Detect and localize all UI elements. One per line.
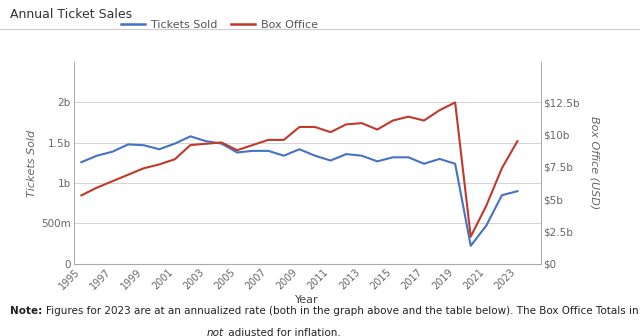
Text: Annual Ticket Sales: Annual Ticket Sales — [10, 8, 132, 22]
X-axis label: Year: Year — [296, 295, 319, 305]
Y-axis label: Box Office (USD): Box Office (USD) — [589, 116, 600, 210]
Legend: Tickets Sold, Box Office: Tickets Sold, Box Office — [116, 15, 322, 34]
Text: adjusted for inflation.: adjusted for inflation. — [225, 328, 341, 336]
Text: Note:: Note: — [10, 306, 42, 316]
Text: not: not — [207, 328, 224, 336]
Text: Figures for 2023 are at an annualized rate (both in the graph above and the tabl: Figures for 2023 are at an annualized ra… — [46, 306, 640, 316]
Y-axis label: Tickets Sold: Tickets Sold — [27, 129, 37, 197]
